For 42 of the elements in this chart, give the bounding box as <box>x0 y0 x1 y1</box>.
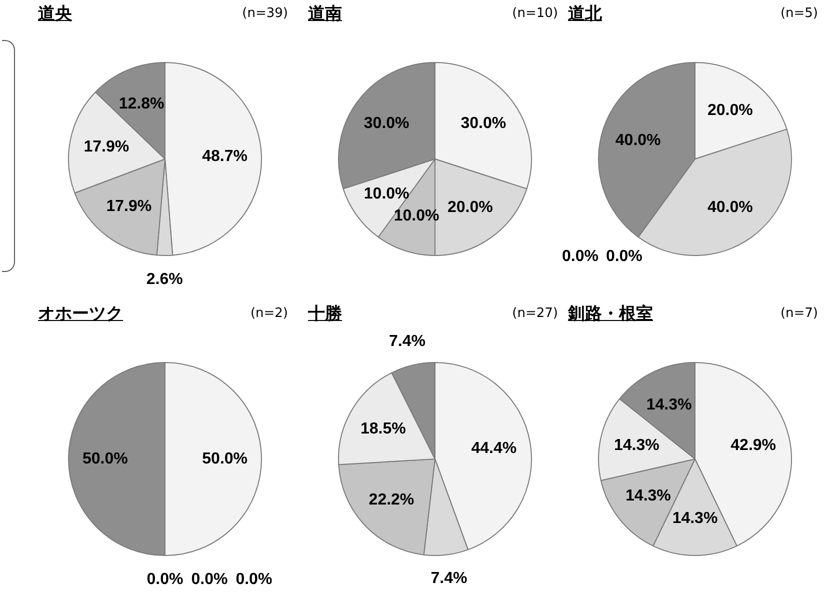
data-label: 10.0% <box>394 207 440 224</box>
text: (n=39) <box>242 6 288 21</box>
data-label: 42.9% <box>730 437 776 454</box>
data-label: 30.0% <box>364 115 410 132</box>
text: 0.0% <box>236 570 272 588</box>
data-label: 18.5% <box>360 420 406 438</box>
data-label: 20.0% <box>707 102 753 120</box>
data-label: 48.7% <box>202 148 248 166</box>
data-label: 2.6% <box>146 270 183 288</box>
data-label: 14.3% <box>614 437 660 454</box>
data-label: 14.3% <box>646 396 692 414</box>
text: 0.0% <box>191 570 228 588</box>
data-label: 7.4% <box>430 570 468 588</box>
text: (n=10) <box>512 6 558 21</box>
text: (n=27) <box>512 306 558 321</box>
text: (n=2) <box>250 306 288 321</box>
data-label: 30.0% <box>460 115 506 132</box>
data-label: 10.0% <box>364 186 410 203</box>
text: (n=5) <box>780 6 818 21</box>
text: 0.0% <box>606 248 642 265</box>
data-label: 17.9% <box>84 138 130 156</box>
chart-title: 道央 <box>38 3 72 25</box>
text: 0.0% <box>562 248 598 265</box>
data-label: 20.0% <box>447 198 493 216</box>
data-label: 17.9% <box>106 198 152 216</box>
data-label: 12.8% <box>118 95 164 112</box>
chart-title: オホーツク <box>38 303 123 325</box>
data-label: 50.0% <box>202 450 248 468</box>
data-label: 44.4% <box>471 440 517 458</box>
data-label: 40.0% <box>615 132 661 149</box>
data-label: 7.4% <box>388 333 426 350</box>
chart-title: 十勝 <box>308 303 342 325</box>
data-label: 14.3% <box>626 488 671 505</box>
text: (n=7) <box>780 306 818 321</box>
chart-title: 道北 <box>568 3 602 25</box>
data-label: 40.0% <box>707 198 753 216</box>
data-label: 14.3% <box>672 510 718 528</box>
data-label: 50.0% <box>82 450 128 468</box>
chart-title: 釧路・根室 <box>568 303 653 325</box>
data-label: 22.2% <box>368 491 414 508</box>
text: 0.0% <box>146 570 184 588</box>
chart-title: 道南 <box>308 3 342 25</box>
